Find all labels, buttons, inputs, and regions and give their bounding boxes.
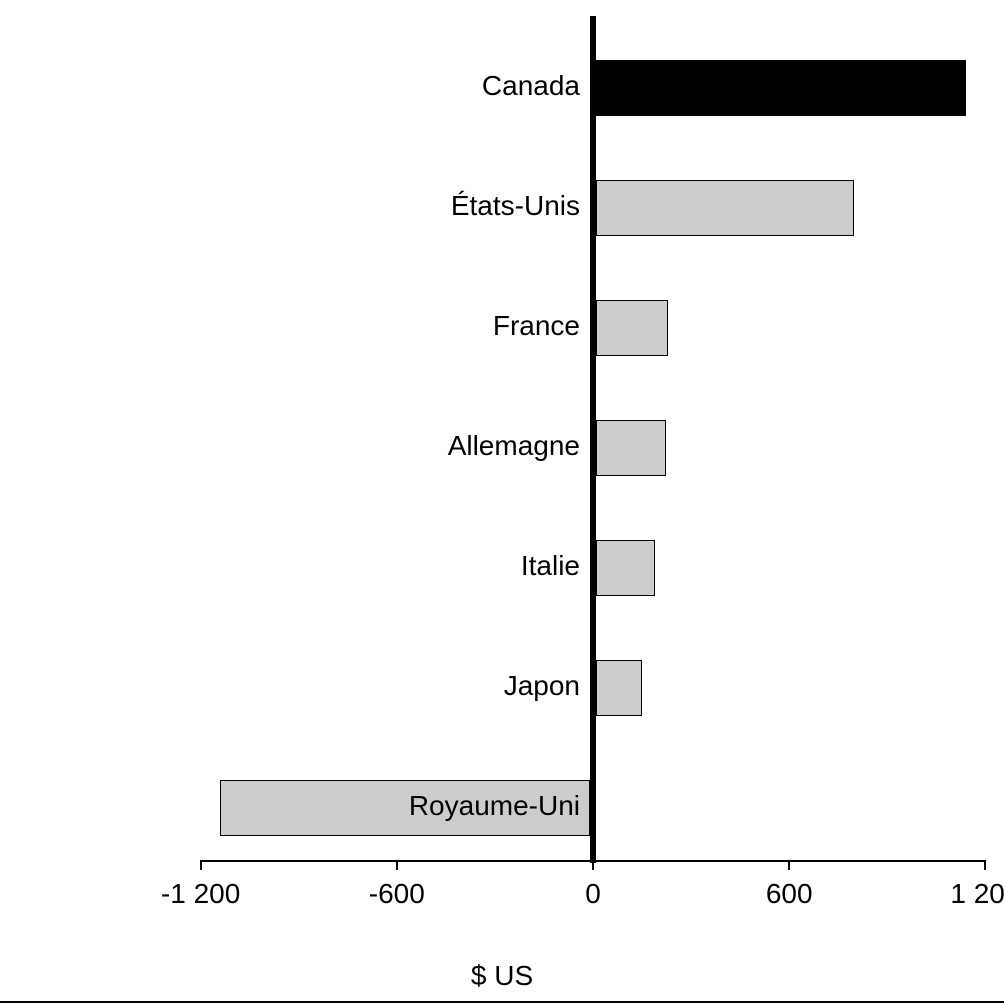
frame-bottom-line — [0, 1001, 1004, 1003]
x-tick-2 — [592, 860, 594, 870]
y-label-6: Royaume-Uni — [409, 790, 580, 822]
bar-2 — [596, 300, 668, 356]
y-label-1: États-Unis — [451, 190, 580, 222]
x-tick-label-2: 0 — [533, 878, 653, 910]
x-tick-1 — [396, 860, 398, 870]
y-label-0: Canada — [482, 70, 580, 102]
bar-1 — [596, 180, 854, 236]
x-tick-label-3: 600 — [729, 878, 849, 910]
chart-container: Canada États-Unis France Allemagne Italie Jap… — [0, 0, 1004, 1004]
y-label-3: Allemagne — [448, 430, 580, 462]
bar-5 — [596, 660, 642, 716]
x-tick-0 — [200, 860, 202, 870]
bar-0 — [596, 60, 966, 116]
y-label-2: France — [493, 310, 580, 342]
x-tick-4 — [984, 860, 986, 870]
x-axis-title: $ US — [0, 960, 1004, 992]
y-label-4: Italie — [521, 550, 580, 582]
x-tick-label-4: 1 200 — [925, 878, 1004, 910]
x-tick-3 — [788, 860, 790, 870]
x-tick-label-0: -1 200 — [141, 878, 261, 910]
y-label-5: Japon — [504, 670, 580, 702]
x-tick-label-1: -600 — [337, 878, 457, 910]
bar-4 — [596, 540, 655, 596]
bar-3 — [596, 420, 666, 476]
